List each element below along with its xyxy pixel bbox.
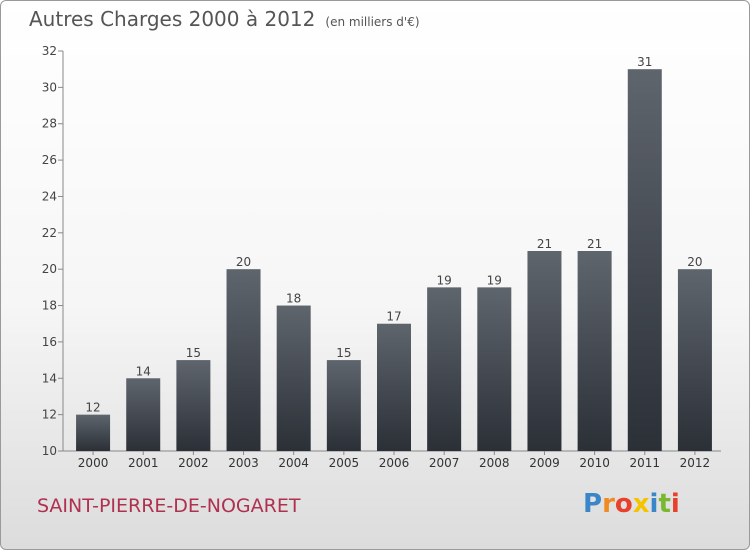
commune-name: SAINT-PIERRE-DE-NOGARET [37, 495, 301, 517]
logo-letter: t [658, 489, 671, 519]
bars: 12 14 15 20 18 15 17 19 19 21 21 31 20 [76, 55, 712, 451]
bar-2004 [276, 305, 311, 451]
x-tick-label: 2001 [128, 456, 159, 470]
bar-2011 [627, 69, 662, 451]
bar-2012 [677, 269, 712, 451]
y-tick-label: 10 [42, 444, 57, 458]
bar-2002 [176, 360, 211, 451]
data-label: 12 [85, 401, 100, 415]
x-tick-label: 2007 [429, 456, 460, 470]
bar-2008 [477, 287, 512, 451]
y-tick-label: 20 [42, 262, 57, 276]
chart-title: Autres Charges 2000 à 2012 (en milliers d… [29, 7, 420, 31]
data-label: 17 [386, 310, 401, 324]
bar-2009 [527, 251, 562, 451]
y-tick-label: 26 [42, 153, 57, 167]
y-tick-label: 30 [42, 80, 57, 94]
bar-2000 [76, 414, 111, 451]
axes: 10 12 14 16 18 20 22 24 26 28 30 32 2000 2001 2002 2003… [42, 44, 721, 470]
y-tick-label: 14 [42, 371, 57, 385]
x-tick-label: 2004 [278, 456, 309, 470]
x-tick-label: 2005 [329, 456, 360, 470]
data-label: 31 [637, 55, 652, 69]
chart-title-text: Autres Charges 2000 à 2012 [29, 7, 316, 31]
data-label: 15 [186, 346, 201, 360]
y-tick-label: 18 [42, 299, 57, 313]
bar-2001 [126, 378, 161, 451]
data-label: 21 [537, 237, 552, 251]
x-tick-label: 2009 [529, 456, 560, 470]
logo-letter: i [670, 489, 680, 519]
y-tick-label: 16 [42, 335, 57, 349]
x-tick-label: 2003 [228, 456, 259, 470]
x-tick-label: 2006 [379, 456, 410, 470]
bar-2006 [377, 323, 411, 451]
bar-2003 [226, 269, 261, 451]
x-tick-label: 2008 [479, 456, 510, 470]
y-tick-label: 28 [42, 117, 57, 131]
y-tick-label: 24 [42, 189, 57, 203]
logo-letter: i [649, 489, 659, 519]
data-label: 15 [336, 346, 351, 360]
bar-2007 [427, 287, 462, 451]
data-label: 20 [687, 255, 702, 269]
data-label: 18 [286, 292, 301, 306]
y-tick-label: 22 [42, 226, 57, 240]
bar-2005 [326, 360, 361, 451]
x-tick-label: 2011 [629, 456, 660, 470]
logo-letter: P [583, 489, 603, 519]
data-label: 14 [136, 364, 151, 378]
data-label: 20 [236, 255, 251, 269]
x-tick-label: 2002 [178, 456, 209, 470]
data-label: 19 [437, 273, 452, 287]
y-tick-label: 12 [42, 408, 57, 422]
bar-2010 [577, 251, 612, 451]
chart-subtitle: (en milliers d'€) [325, 15, 420, 29]
x-tick-label: 2010 [579, 456, 610, 470]
x-tick-label: 2000 [78, 456, 109, 470]
data-label: 21 [587, 237, 602, 251]
logo-letter: x [632, 489, 650, 519]
logo-letter: r [602, 489, 615, 519]
logo-letter: o [614, 489, 633, 519]
data-label: 19 [487, 273, 502, 287]
y-tick-label: 32 [42, 44, 57, 58]
x-tick-label: 2012 [680, 456, 711, 470]
proxiti-logo: Proxiti [583, 489, 680, 519]
